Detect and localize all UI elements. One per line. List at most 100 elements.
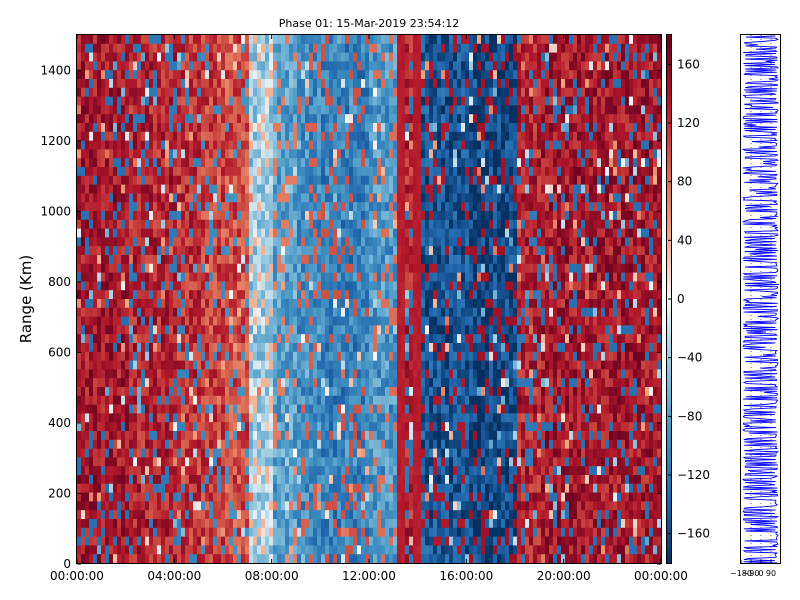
heatmap-cell	[201, 316, 206, 326]
heatmap-cell	[337, 360, 342, 370]
heatmap-cell	[81, 140, 86, 150]
heatmap-cell	[285, 290, 290, 300]
heatmap-cell	[273, 501, 278, 511]
heatmap-cell	[401, 536, 406, 546]
heatmap-cell	[389, 43, 394, 53]
heatmap-cell	[149, 219, 154, 229]
heatmap-cell	[197, 79, 202, 89]
heatmap-cell	[361, 536, 366, 546]
heatmap-cell	[161, 307, 166, 317]
heatmap-cell	[197, 387, 202, 397]
heatmap-cell	[237, 167, 242, 177]
heatmap-cell	[289, 351, 294, 361]
heatmap-cell	[357, 404, 362, 414]
heatmap-cell	[273, 307, 278, 317]
heatmap-cell	[129, 431, 134, 441]
heatmap-cell	[301, 325, 306, 335]
heatmap-cell	[185, 87, 190, 97]
heatmap-cell	[133, 35, 138, 45]
heatmap-cell	[385, 431, 390, 441]
heatmap-cell	[257, 79, 262, 89]
heatmap-cell	[321, 140, 326, 150]
heatmap-cell	[265, 395, 270, 405]
heatmap-cell	[173, 299, 178, 309]
heatmap-cell	[241, 123, 246, 133]
heatmap-cell	[229, 246, 234, 256]
heatmap-cell	[397, 175, 402, 185]
heatmap-cell	[341, 263, 346, 273]
heatmap-cell	[341, 211, 346, 221]
heatmap-cell	[389, 131, 394, 141]
heatmap-cell	[253, 492, 258, 502]
heatmap-cell	[185, 131, 190, 141]
heatmap-cell	[317, 448, 322, 458]
heatmap-cell	[93, 175, 98, 185]
heatmap-cell	[169, 343, 174, 353]
heatmap-cell	[377, 272, 382, 282]
heatmap-cell	[325, 281, 330, 291]
heatmap-cell	[113, 52, 118, 62]
heatmap-cell	[337, 211, 342, 221]
heatmap-cell	[157, 43, 162, 53]
heatmap-cell	[229, 35, 234, 45]
heatmap-cell	[401, 527, 406, 537]
heatmap-cell	[77, 70, 82, 80]
heatmap-cell	[345, 149, 350, 159]
heatmap-cell	[289, 475, 294, 485]
heatmap-cell	[405, 422, 410, 432]
heatmap-cell	[385, 263, 390, 273]
heatmap-cell	[141, 61, 146, 71]
heatmap-cell	[157, 87, 162, 97]
heatmap-cell	[325, 334, 330, 344]
heatmap-cell	[97, 96, 102, 106]
heatmap-cell	[385, 334, 390, 344]
heatmap-cell	[321, 492, 326, 502]
heatmap-cell	[397, 272, 402, 282]
heatmap-cell	[161, 158, 166, 168]
heatmap-cell	[85, 492, 90, 502]
heatmap-cell	[145, 79, 150, 89]
heatmap-cell	[269, 272, 274, 282]
heatmap-cell	[129, 299, 134, 309]
heatmap-cell	[153, 343, 158, 353]
heatmap-cell	[93, 351, 98, 361]
heatmap-cell	[209, 457, 214, 467]
heatmap-cell	[321, 202, 326, 212]
heatmap-cell	[373, 536, 378, 546]
heatmap-cell	[377, 237, 382, 247]
heatmap-cell	[197, 404, 202, 414]
heatmap-cell	[377, 536, 382, 546]
heatmap-cell	[257, 316, 262, 326]
heatmap-cell	[213, 536, 218, 546]
heatmap-cell	[237, 378, 242, 388]
heatmap-cell	[117, 360, 122, 370]
heatmap-cell	[221, 483, 226, 493]
heatmap-cell	[357, 272, 362, 282]
heatmap-cell	[401, 96, 406, 106]
heatmap-cell	[117, 316, 122, 326]
heatmap-cell	[81, 466, 86, 476]
heatmap-cell	[337, 299, 342, 309]
heatmap-cell	[109, 281, 114, 291]
heatmap-cell	[173, 263, 178, 273]
heatmap-cell	[117, 105, 122, 115]
heatmap-cell	[305, 193, 310, 203]
heatmap-cell	[213, 246, 218, 256]
heatmap-cell	[385, 413, 390, 423]
heatmap-cell	[325, 167, 330, 177]
heatmap-cell	[209, 167, 214, 177]
heatmap-cell	[349, 510, 354, 520]
heatmap-cell	[205, 422, 210, 432]
heatmap-cell	[377, 105, 382, 115]
heatmap-cell	[313, 281, 318, 291]
heatmap-cell	[113, 448, 118, 458]
heatmap-cell	[77, 351, 82, 361]
heatmap-cell	[197, 43, 202, 53]
heatmap-cell	[185, 387, 190, 397]
heatmap-cell	[185, 193, 190, 203]
heatmap-cell	[329, 307, 334, 317]
heatmap-cell	[381, 395, 386, 405]
heatmap-cell	[353, 527, 358, 537]
heatmap-cell	[361, 131, 366, 141]
heatmap-cell	[389, 527, 394, 537]
